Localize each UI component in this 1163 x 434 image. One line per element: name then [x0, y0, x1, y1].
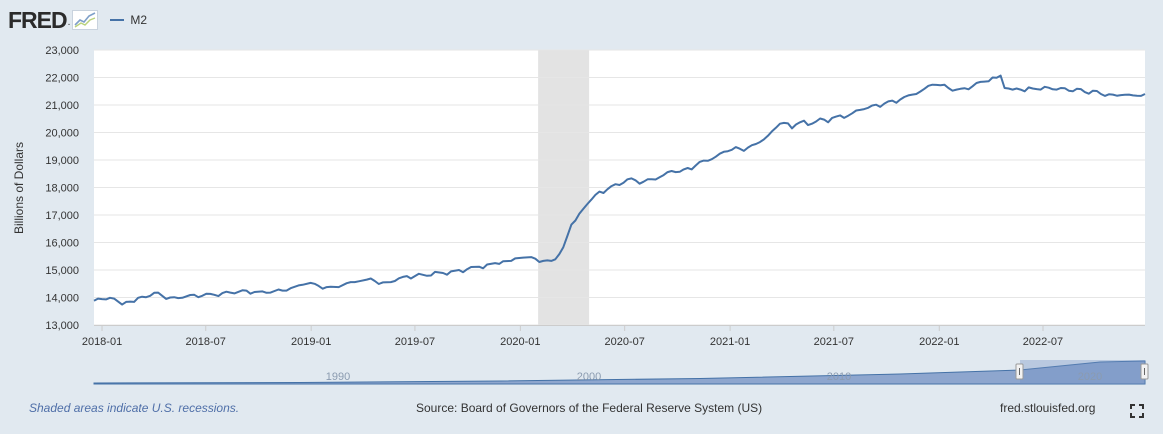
recession-note: Shaded areas indicate U.S. recessions.: [29, 401, 240, 415]
y-tick-label: 18,000: [45, 183, 79, 195]
y-tick-label: 16,000: [45, 238, 79, 250]
navigator-year-label: 1990: [326, 371, 350, 383]
fred-logo-dot: .: [67, 17, 71, 28]
navigator-year-label: 2000: [577, 371, 601, 383]
x-tick-label: 2020-07: [604, 336, 644, 348]
fred-link[interactable]: fred.stlouisfed.org: [1000, 401, 1096, 415]
x-tick-label: 2019-07: [395, 336, 435, 348]
x-tick-label: 2019-01: [291, 336, 331, 348]
x-tick-label: 2022-07: [1023, 336, 1063, 348]
x-tick-label: 2021-01: [710, 336, 750, 348]
navigator-year-label: 2020: [1078, 371, 1102, 383]
y-tick-label: 23,000: [45, 45, 79, 57]
chart-area[interactable]: 13,000 14,000 15,000 16,000 17,000 18,000 19,0…: [0, 40, 1163, 390]
y-tick-label: 17,000: [45, 210, 79, 222]
y-tick-label: 15,000: [45, 265, 79, 277]
y-axis-ticks: 13,000 14,000 15,000 16,000 17,000 18,000 19,0…: [45, 45, 79, 332]
y-tick-label: 13,000: [45, 320, 79, 332]
gridlines: [94, 49, 1145, 326]
chart-header: FRED. M2: [8, 6, 147, 34]
fred-graph-logo-icon: [72, 10, 99, 30]
source-text: Source: Board of Governors of the Federa…: [416, 401, 763, 415]
legend-swatch-m2: [110, 19, 125, 21]
navigator-labels: 1990 2000 2010 2020: [326, 371, 1102, 383]
legend-label-m2: M2: [130, 13, 148, 27]
x-tick-label: 2022-01: [919, 336, 959, 348]
x-axis-ticks: 2018-01 2018-07 2019-01 2019-07 2020-01 2020-…: [82, 325, 1145, 348]
y-axis-label: Billions of Dollars: [12, 142, 26, 234]
x-tick-label: 2018-07: [186, 336, 226, 348]
x-tick-label: 2021-07: [814, 336, 854, 348]
x-tick-label: 2018-01: [82, 336, 122, 348]
fullscreen-icon[interactable]: [1130, 404, 1144, 418]
range-navigator[interactable]: 1990 2000 2010 2020: [93, 360, 1149, 385]
y-tick-label: 19,000: [45, 155, 79, 167]
x-tick-label: 2020-01: [500, 336, 540, 348]
legend[interactable]: M2: [110, 13, 147, 27]
y-tick-label: 21,000: [45, 100, 79, 112]
y-tick-label: 14,000: [45, 293, 79, 305]
navigator-selection[interactable]: [1020, 360, 1145, 384]
y-tick-label: 20,000: [45, 128, 79, 140]
y-tick-label: 22,000: [45, 73, 79, 85]
series-line-m2[interactable]: [93, 74, 1146, 306]
fred-logo[interactable]: FRED: [8, 6, 68, 33]
navigator-year-label: 2010: [827, 371, 851, 383]
